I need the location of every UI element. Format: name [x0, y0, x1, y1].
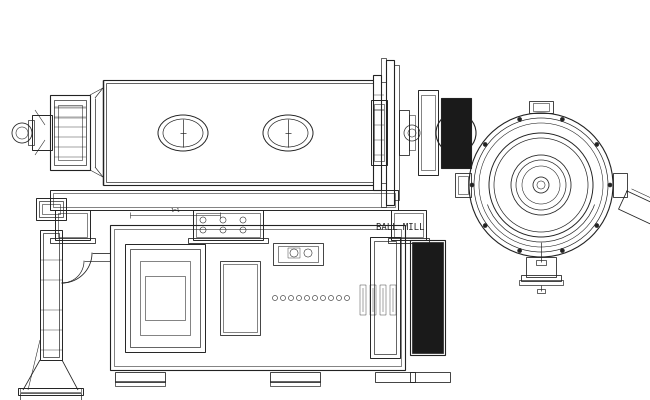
Bar	[529, 101, 553, 113]
Bar	[32, 115, 52, 150]
Circle shape	[483, 142, 488, 146]
Bar	[28, 120, 34, 145]
Bar	[371, 100, 387, 165]
Bar	[418, 90, 438, 175]
Bar	[388, 238, 429, 243]
Bar	[110, 225, 405, 370]
Bar	[54, 100, 86, 165]
Bar	[125, 244, 205, 352]
Circle shape	[608, 183, 612, 187]
Bar	[526, 257, 556, 277]
Bar	[115, 381, 165, 386]
Bar	[42, 204, 60, 214]
Bar	[613, 173, 627, 197]
Bar	[188, 238, 268, 243]
Bar	[130, 249, 200, 347]
Bar	[288, 248, 300, 258]
Circle shape	[517, 249, 522, 253]
Bar	[273, 243, 323, 265]
Text: l=l: l=l	[170, 208, 180, 213]
Bar	[410, 372, 450, 382]
Bar	[145, 276, 185, 320]
Bar	[270, 372, 320, 382]
Text: BALL MILL: BALL MILL	[376, 224, 424, 232]
Circle shape	[560, 249, 564, 253]
Bar	[410, 240, 445, 355]
Bar	[394, 213, 423, 237]
Bar	[278, 246, 318, 262]
Bar	[40, 230, 62, 360]
Bar	[409, 115, 415, 150]
Bar	[55, 210, 90, 240]
Bar	[370, 285, 376, 315]
Bar	[140, 261, 190, 335]
Circle shape	[595, 224, 599, 228]
Bar	[537, 289, 545, 293]
Circle shape	[560, 117, 564, 121]
Bar	[375, 372, 415, 382]
Bar	[58, 105, 82, 160]
Bar	[399, 110, 409, 155]
Bar	[441, 98, 471, 168]
Circle shape	[483, 224, 488, 228]
Bar	[39, 201, 63, 217]
Bar	[381, 58, 386, 207]
Bar	[36, 198, 66, 220]
Bar	[386, 60, 394, 205]
Bar	[421, 95, 435, 170]
Bar	[360, 285, 366, 315]
Bar	[374, 241, 396, 354]
Bar	[50, 95, 90, 170]
Bar	[50, 190, 398, 210]
Bar	[53, 193, 395, 207]
Circle shape	[595, 142, 599, 146]
Bar	[521, 275, 561, 281]
Bar	[20, 393, 81, 400]
Bar	[458, 176, 468, 194]
Bar	[394, 65, 399, 200]
Bar	[412, 242, 443, 353]
Bar	[519, 280, 563, 285]
Bar	[223, 264, 257, 332]
Bar	[373, 75, 381, 190]
Bar	[58, 213, 87, 237]
Circle shape	[517, 117, 522, 121]
Bar	[374, 104, 384, 161]
Bar	[43, 233, 59, 357]
Bar	[390, 285, 396, 315]
Bar	[18, 388, 83, 395]
Bar	[114, 229, 401, 366]
Bar	[455, 173, 471, 197]
Bar	[115, 372, 165, 382]
Bar	[50, 238, 95, 243]
Bar	[196, 213, 260, 237]
Bar	[270, 381, 320, 386]
Circle shape	[470, 183, 474, 187]
Bar	[193, 210, 263, 240]
Bar	[533, 103, 549, 111]
Bar	[370, 237, 400, 358]
Bar	[220, 261, 260, 335]
Bar	[391, 210, 426, 240]
Bar	[20, 388, 81, 392]
Bar	[536, 260, 546, 265]
Bar	[381, 82, 386, 183]
Bar	[380, 285, 386, 315]
